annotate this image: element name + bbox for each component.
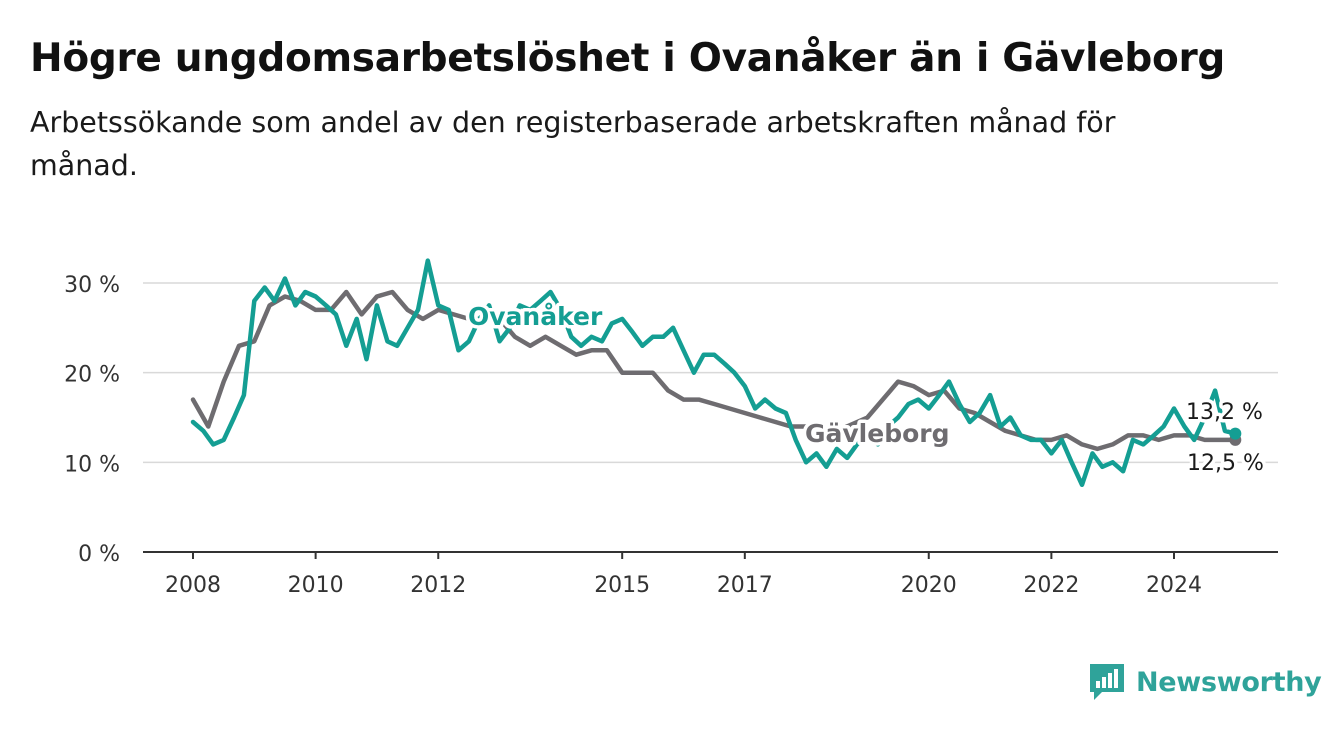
- x-tick-label: 2020: [901, 573, 957, 598]
- chart-subtitle: Arbetssökande som andel av den registerb…: [30, 106, 1116, 182]
- x-tick-label: 2010: [288, 573, 344, 598]
- x-tick-label: 2022: [1023, 573, 1079, 598]
- brand-name: Newsworthy: [1136, 666, 1322, 698]
- newsworthy-logo-icon: [1090, 664, 1124, 700]
- y-tick-label: 0 %: [78, 542, 120, 567]
- x-tick-label: 2012: [410, 573, 466, 598]
- end-label-ovanaker: 13,2 %: [1186, 400, 1263, 425]
- y-tick-label: 20 %: [64, 363, 120, 388]
- series-label-ovanaker-halo: Ovanåker: [468, 302, 603, 331]
- series-line-0: [190, 289, 1238, 452]
- chart-title: Högre ungdomsarbetslöshet i Ovanåker än …: [30, 36, 1226, 81]
- y-tick-label: 10 %: [64, 452, 120, 477]
- brand: Newsworthy: [1088, 660, 1322, 704]
- series-end-point-1: [1229, 427, 1242, 440]
- end-label-ovanaker-halo: 13,2 %: [1186, 400, 1263, 425]
- end-label-gavleborg: 12,5 %: [1187, 451, 1264, 476]
- series-label-ovanaker: Ovanåker: [468, 302, 603, 331]
- series-label-gavleborg-halo: Gävleborg: [805, 419, 950, 448]
- x-tick-label: 2008: [165, 573, 221, 598]
- x-tick-label: 2017: [717, 573, 773, 598]
- y-tick-label: 30 %: [64, 273, 120, 298]
- x-tick-label: 2024: [1146, 573, 1202, 598]
- series-label-gavleborg: Gävleborg: [805, 419, 950, 448]
- x-tick-label: 2015: [594, 573, 650, 598]
- series-line-1: [190, 258, 1238, 488]
- end-label-gavleborg-halo: 12,5 %: [1187, 451, 1264, 476]
